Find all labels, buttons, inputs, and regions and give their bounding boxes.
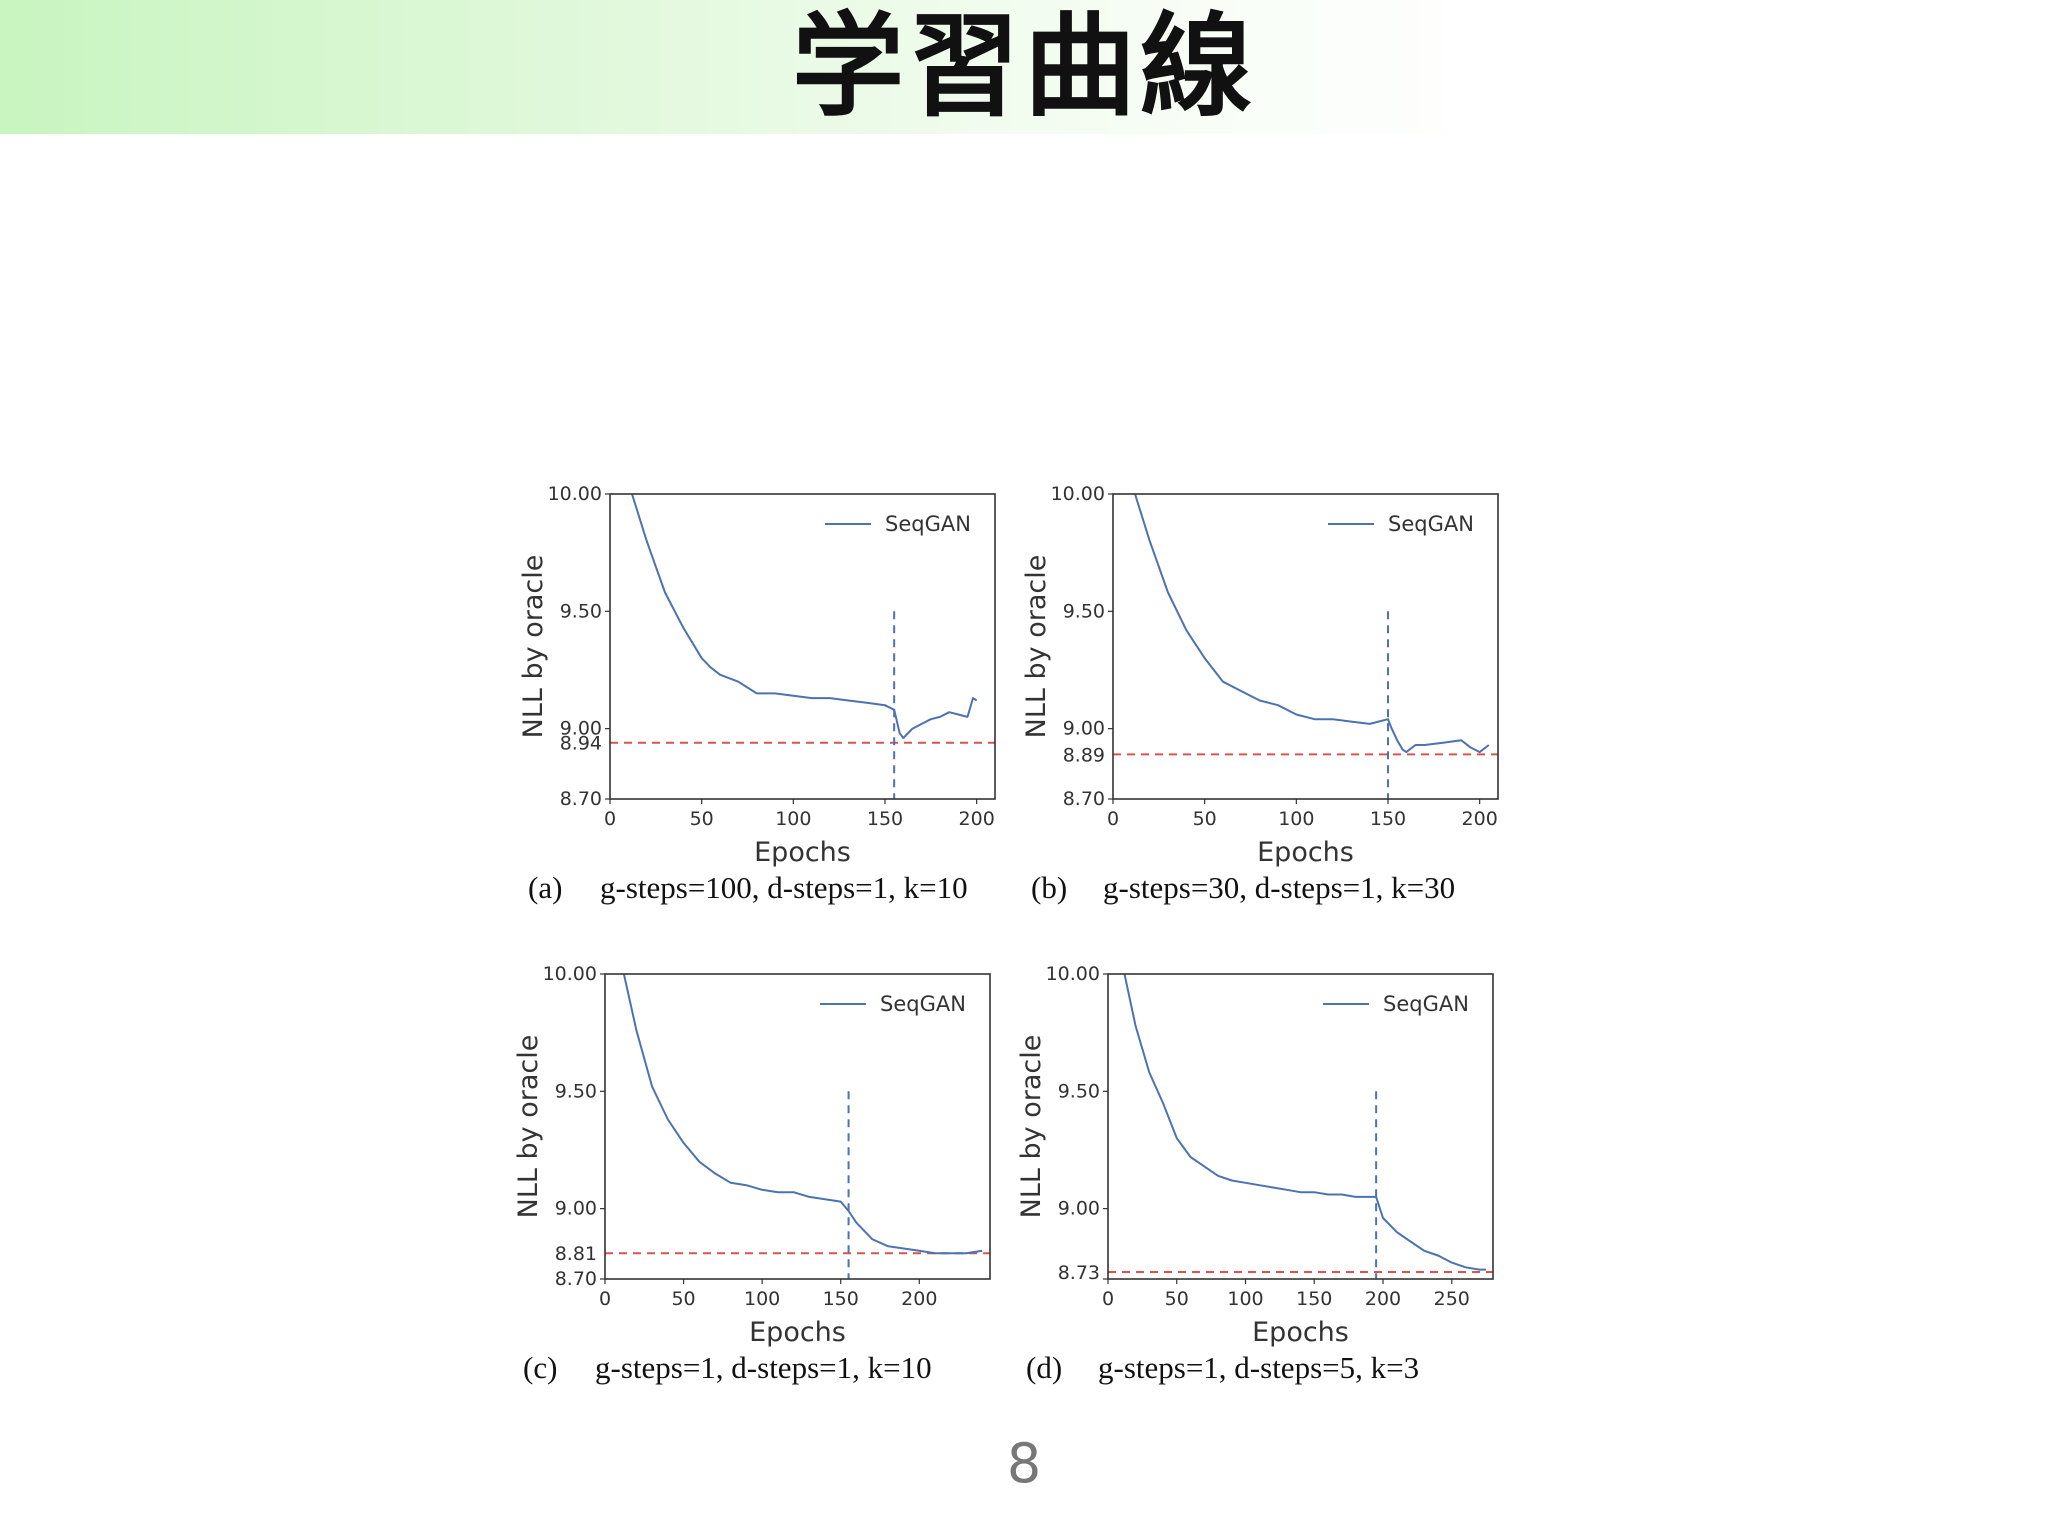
series-line-seqgan bbox=[1134, 494, 1490, 754]
legend-label: SeqGAN bbox=[885, 512, 971, 536]
caption-a: (a) g-steps=100, d-steps=1, k=10 bbox=[510, 870, 1022, 922]
x-tick-label: 150 bbox=[867, 808, 903, 830]
slide-title: 学習曲線 bbox=[792, 2, 1256, 132]
y-tick-label: 9.50 bbox=[560, 600, 602, 622]
x-tick-label: 0 bbox=[1102, 1288, 1114, 1310]
legend-label: SeqGAN bbox=[880, 992, 966, 1016]
reference-value-label: 8.94 bbox=[560, 733, 602, 755]
chart-svg-b: 8.70 9.00 9.50 10.00 8.89 0 50 100 150 200 Epochs N… bbox=[1021, 483, 1499, 868]
reference-value-label: 8.73 bbox=[1058, 1262, 1100, 1284]
plot-frame bbox=[609, 493, 996, 800]
x-tick-label: 100 bbox=[1278, 808, 1314, 830]
y-axis-label: NLL by oracle bbox=[1021, 555, 1052, 739]
chart-panel-c: 8.70 9.00 9.50 10.00 8.81 0 50 100 150 200 Epochs N… bbox=[505, 954, 1017, 1440]
x-tick-label: 0 bbox=[1107, 808, 1119, 830]
title-band bbox=[0, 0, 1500, 134]
x-axis-label: Epochs bbox=[749, 1317, 846, 1348]
y-tick-label: 9.00 bbox=[560, 718, 602, 740]
chart-svg-c: 8.70 9.00 9.50 10.00 8.81 0 50 100 150 200 Epochs N… bbox=[513, 963, 991, 1348]
caption-d: (d) g-steps=1, d-steps=5, k=3 bbox=[1008, 1350, 1520, 1402]
x-tick-label: 200 bbox=[1462, 808, 1498, 830]
x-tick-label: 150 bbox=[823, 1288, 859, 1310]
reference-value-label: 8.81 bbox=[555, 1243, 597, 1265]
page-number: 8 bbox=[1006, 1432, 1042, 1495]
plot-frame bbox=[1107, 973, 1494, 1280]
y-axis-label: NLL by oracle bbox=[513, 1035, 544, 1219]
caption-text-d: g-steps=1, d-steps=5, k=3 bbox=[1098, 1350, 1420, 1385]
caption-b: (b) g-steps=30, d-steps=1, k=30 bbox=[1013, 870, 1525, 922]
x-tick-label: 200 bbox=[1365, 1288, 1401, 1310]
y-tick-label: 9.00 bbox=[555, 1198, 597, 1220]
caption-text-c: g-steps=1, d-steps=1, k=10 bbox=[595, 1350, 932, 1385]
y-axis-label: NLL by oracle bbox=[1016, 1035, 1047, 1219]
y-tick-label: 9.50 bbox=[1058, 1080, 1100, 1102]
legend-label: SeqGAN bbox=[1388, 512, 1474, 536]
caption-id-b: (b) bbox=[1031, 870, 1068, 905]
plot-frame bbox=[1112, 493, 1499, 800]
series-line-seqgan bbox=[1123, 974, 1487, 1271]
y-tick-label: 10.00 bbox=[543, 963, 597, 985]
caption-text-b: g-steps=30, d-steps=1, k=30 bbox=[1103, 870, 1456, 905]
legend-label: SeqGAN bbox=[1383, 992, 1469, 1016]
x-tick-label: 0 bbox=[599, 1288, 611, 1310]
caption-id-c: (c) bbox=[523, 1350, 558, 1385]
x-tick-label: 50 bbox=[1193, 808, 1217, 830]
caption-id-a: (a) bbox=[528, 870, 563, 905]
x-tick-label: 50 bbox=[671, 1288, 695, 1310]
y-tick-label: 9.50 bbox=[1063, 600, 1105, 622]
y-tick-label: 8.70 bbox=[1063, 788, 1105, 810]
chart-panel-d: 9.00 9.50 10.00 8.73 0 50 100 150 200 250 Epochs NL… bbox=[1008, 954, 1520, 1440]
y-tick-label: 9.50 bbox=[555, 1080, 597, 1102]
x-tick-label: 100 bbox=[775, 808, 811, 830]
x-tick-label: 100 bbox=[744, 1288, 780, 1310]
x-tick-label: 150 bbox=[1296, 1288, 1332, 1310]
y-tick-label: 10.00 bbox=[1051, 483, 1105, 505]
y-tick-label: 9.00 bbox=[1058, 1198, 1100, 1220]
x-tick-label: 250 bbox=[1434, 1288, 1470, 1310]
x-axis-label: Epochs bbox=[1252, 1317, 1349, 1348]
x-tick-label: 200 bbox=[901, 1288, 937, 1310]
reference-value-label: 8.89 bbox=[1063, 744, 1105, 766]
y-tick-label: 10.00 bbox=[548, 483, 602, 505]
plot-frame bbox=[604, 973, 991, 1280]
x-tick-label: 200 bbox=[959, 808, 995, 830]
x-tick-label: 50 bbox=[690, 808, 714, 830]
x-tick-label: 50 bbox=[1165, 1288, 1189, 1310]
chart-svg-d: 9.00 9.50 10.00 8.730 50 100 150 200 250 Epochs NL… bbox=[1016, 963, 1494, 1348]
x-axis-label: Epochs bbox=[1257, 837, 1354, 868]
chart-panel-b: 8.70 9.00 9.50 10.00 8.89 0 50 100 150 200 Epochs N… bbox=[1013, 474, 1525, 960]
y-tick-label: 10.00 bbox=[1046, 963, 1100, 985]
series-line-seqgan bbox=[631, 494, 978, 739]
caption-id-d: (d) bbox=[1026, 1350, 1063, 1385]
chart-panel-a: 8.70 9.00 9.50 10.00 8.94 0 50 100 150 200 Epochs N… bbox=[510, 474, 1022, 960]
y-tick-label: 9.00 bbox=[1063, 718, 1105, 740]
y-axis-label: NLL by oracle bbox=[518, 555, 549, 739]
series-line-seqgan bbox=[622, 974, 983, 1255]
chart-svg-a: 8.70 9.00 9.50 10.00 8.94 0 50 100 150 200 Epochs N… bbox=[518, 483, 996, 868]
x-axis-label: Epochs bbox=[754, 837, 851, 868]
x-tick-label: 0 bbox=[604, 808, 616, 830]
x-tick-label: 100 bbox=[1227, 1288, 1263, 1310]
x-tick-label: 150 bbox=[1370, 808, 1406, 830]
y-tick-label: 8.70 bbox=[555, 1268, 597, 1290]
y-tick-label: 8.70 bbox=[560, 788, 602, 810]
caption-c: (c) g-steps=1, d-steps=1, k=10 bbox=[505, 1350, 1017, 1402]
caption-text-a: g-steps=100, d-steps=1, k=10 bbox=[600, 870, 968, 905]
